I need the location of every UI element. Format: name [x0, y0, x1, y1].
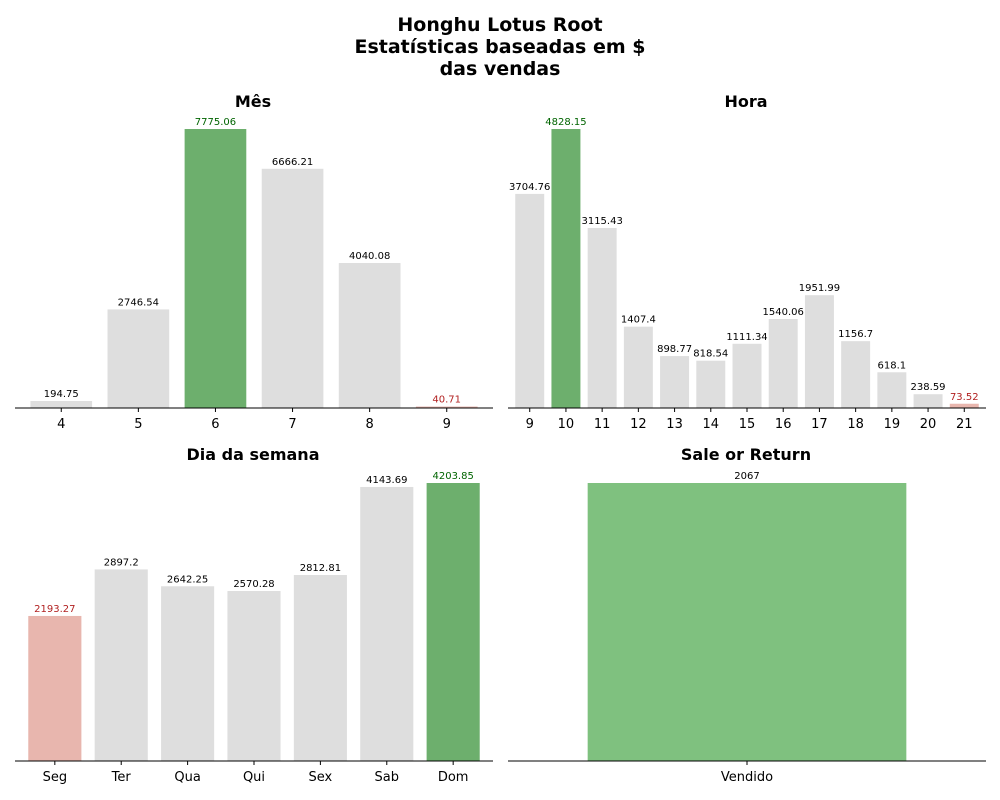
- bar-hour-15: [732, 343, 762, 408]
- bar-hour-16: [768, 319, 798, 408]
- data-label-hour-21: 73.52: [950, 392, 979, 403]
- x-tick-label-month-8: 8: [366, 417, 374, 432]
- data-label-weekday-Dom: 4203.85: [432, 471, 473, 482]
- data-label-hour-10: 4828.15: [545, 117, 586, 128]
- data-label-weekday-Qua: 2642.25: [167, 574, 208, 585]
- bar-hour-21: [949, 403, 979, 408]
- x-tick-label-weekday-Seg: Seg: [43, 770, 68, 785]
- bar-weekday-Ter: [94, 569, 148, 761]
- data-label-hour-13: 898.77: [657, 344, 692, 355]
- data-label-hour-11: 3115.43: [581, 216, 622, 227]
- bar-month-4: [30, 401, 93, 408]
- data-label-month-6: 7775.06: [195, 117, 236, 128]
- plot-area-month: 194.75 4 2746.54 5 7775.06 6 6666.21 7 4040.08 8 4…: [15, 117, 493, 432]
- data-label-hour-18: 1156.7: [838, 329, 873, 340]
- x-tick-label-month-6: 6: [211, 417, 219, 432]
- plot-area-sale-return: 2067 Vendido: [508, 471, 986, 785]
- bar-month-5: [107, 309, 170, 408]
- panel-month: Mês 194.75 4 2746.54 5 7775.06 6 6666.21 7 4040.…: [15, 92, 493, 432]
- figure-title-line-1: Honghu Lotus Root: [397, 14, 602, 36]
- data-label-weekday-Qui: 2570.28: [233, 579, 274, 590]
- bar-hour-14: [696, 360, 726, 408]
- x-tick-label-month-5: 5: [134, 417, 142, 432]
- x-tick-label-hour-20: 20: [920, 417, 937, 432]
- x-tick-label-hour-14: 14: [703, 417, 720, 432]
- data-label-hour-16: 1540.06: [763, 307, 804, 318]
- x-tick-label-weekday-Sex: Sex: [309, 770, 333, 785]
- panel-sale-return: Sale or Return 2067 Vendido: [508, 445, 986, 785]
- panel-title-hour: Hora: [724, 92, 767, 111]
- x-tick-label-hour-17: 17: [811, 417, 828, 432]
- data-label-hour-14: 818.54: [693, 349, 728, 360]
- bar-weekday-Qui: [227, 591, 281, 761]
- bar-hour-13: [660, 356, 690, 408]
- bar-sale-return-Vendido: [587, 483, 907, 761]
- data-label-month-8: 4040.08: [349, 251, 390, 262]
- x-tick-label-weekday-Ter: Ter: [111, 770, 132, 785]
- data-label-weekday-Sex: 2812.81: [300, 563, 341, 574]
- x-tick-label-month-4: 4: [57, 417, 65, 432]
- plot-area-weekday: 2193.27 Seg 2897.2 Ter 2642.25 Qua 2570.28 Qui 2…: [15, 471, 493, 785]
- data-label-hour-17: 1951.99: [799, 283, 840, 294]
- bar-weekday-Sab: [360, 486, 414, 761]
- x-tick-label-weekday-Qui: Qui: [243, 770, 265, 785]
- x-tick-label-month-7: 7: [288, 417, 296, 432]
- panel-hour: Hora 3704.76 9 4828.15 10 3115.43 11 1407.4 12 8…: [508, 92, 986, 432]
- bar-hour-20: [913, 394, 943, 408]
- bar-weekday-Sex: [293, 574, 347, 761]
- data-label-hour-12: 1407.4: [621, 315, 656, 326]
- bar-month-6: [184, 129, 247, 408]
- bar-hour-18: [841, 341, 871, 408]
- plot-area-hour: 3704.76 9 4828.15 10 3115.43 11 1407.4 12 898.77…: [508, 117, 986, 432]
- bar-hour-17: [804, 295, 834, 408]
- x-tick-label-hour-9: 9: [526, 417, 534, 432]
- bar-month-8: [338, 263, 401, 408]
- data-label-weekday-Seg: 2193.27: [34, 604, 75, 615]
- data-label-hour-15: 1111.34: [726, 332, 767, 343]
- data-label-month-7: 6666.21: [272, 157, 313, 168]
- data-label-weekday-Sab: 4143.69: [366, 475, 407, 486]
- data-label-sale-return-Vendido: 2067: [734, 471, 759, 482]
- panel-title-month: Mês: [235, 92, 271, 111]
- x-tick-label-weekday-Dom: Dom: [438, 770, 469, 785]
- bar-hour-11: [587, 227, 617, 408]
- figure-title-line-3: das vendas: [440, 58, 561, 80]
- figure-title-line-2: Estatísticas baseadas em $: [354, 36, 645, 58]
- data-label-hour-20: 238.59: [911, 382, 946, 393]
- panel-title-weekday: Dia da semana: [187, 445, 320, 464]
- data-label-month-9: 40.71: [432, 395, 461, 406]
- panel-title-sale-return: Sale or Return: [681, 445, 811, 464]
- x-tick-label-hour-18: 18: [847, 417, 864, 432]
- bar-hour-12: [623, 326, 653, 408]
- x-tick-label-hour-11: 11: [594, 417, 611, 432]
- x-tick-label-hour-16: 16: [775, 417, 792, 432]
- bar-weekday-Seg: [28, 615, 82, 761]
- x-tick-label-hour-12: 12: [630, 417, 647, 432]
- data-label-month-4: 194.75: [44, 389, 79, 400]
- data-label-month-5: 2746.54: [118, 297, 159, 308]
- bar-hour-9: [515, 193, 545, 408]
- x-tick-label-hour-19: 19: [884, 417, 901, 432]
- bar-month-9: [415, 406, 478, 408]
- x-tick-label-hour-13: 13: [666, 417, 683, 432]
- x-tick-label-hour-21: 21: [956, 417, 973, 432]
- bar-hour-19: [877, 372, 907, 408]
- bar-weekday-Qua: [161, 586, 215, 761]
- x-tick-label-month-9: 9: [443, 417, 451, 432]
- data-label-hour-19: 618.1: [878, 360, 907, 371]
- data-label-hour-9: 3704.76: [509, 182, 550, 193]
- bar-month-7: [261, 168, 324, 408]
- x-tick-label-weekday-Qua: Qua: [174, 770, 200, 785]
- data-label-weekday-Ter: 2897.2: [104, 557, 139, 568]
- panel-weekday: Dia da semana 2193.27 Seg 2897.2 Ter 2642.25…: [15, 445, 493, 785]
- bar-weekday-Dom: [426, 483, 480, 761]
- x-tick-label-weekday-Sab: Sab: [375, 770, 399, 785]
- x-tick-label-hour-10: 10: [558, 417, 575, 432]
- bar-hour-10: [551, 129, 581, 408]
- x-tick-label-hour-15: 15: [739, 417, 756, 432]
- x-tick-label-sale-return-Vendido: Vendido: [721, 770, 773, 785]
